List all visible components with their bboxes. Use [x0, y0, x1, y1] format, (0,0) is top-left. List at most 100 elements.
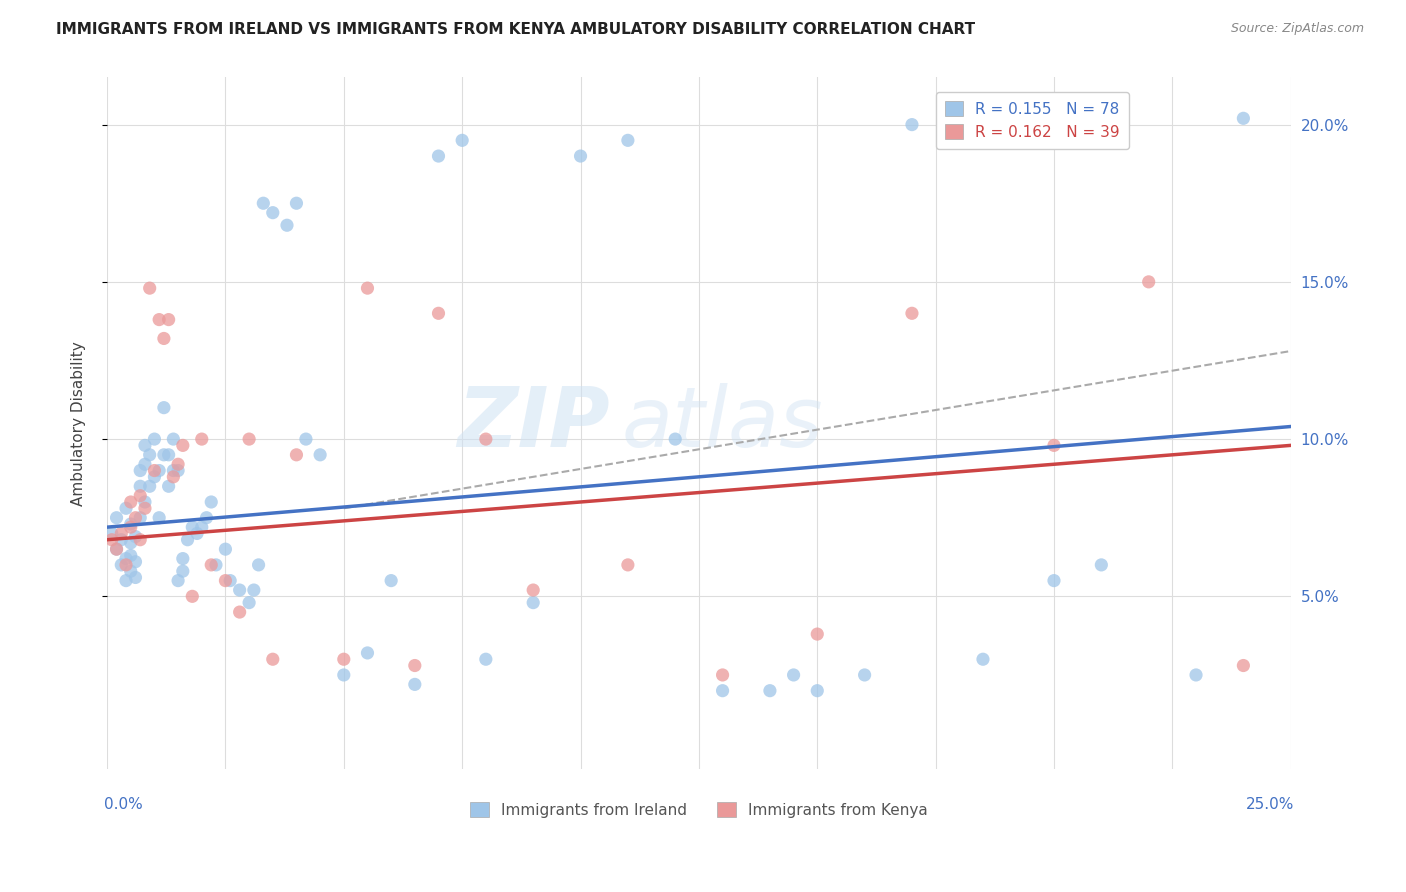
Point [214, 542, 236, 557]
Point [101, 526, 124, 541]
Point [157, 312, 180, 326]
Point [200, 495, 222, 509]
Point [252, 196, 274, 211]
Point [115, 558, 138, 572]
Point [110, 558, 132, 572]
Point [569, 149, 592, 163]
Point [148, 312, 170, 326]
Point [157, 479, 180, 493]
Text: 25.0%: 25.0% [1246, 797, 1295, 812]
Point [153, 401, 176, 415]
Point [138, 479, 160, 493]
Point [238, 596, 260, 610]
Point [475, 432, 498, 446]
Point [172, 438, 194, 452]
Point [153, 448, 176, 462]
Point [309, 448, 332, 462]
Point [451, 133, 474, 147]
Point [134, 495, 156, 509]
Point [247, 558, 270, 572]
Point [380, 574, 402, 588]
Point [972, 652, 994, 666]
Point [356, 646, 378, 660]
Point [181, 590, 204, 604]
Point [427, 149, 450, 163]
Text: IMMIGRANTS FROM IRELAND VS IMMIGRANTS FROM KENYA AMBULATORY DISABILITY CORRELATI: IMMIGRANTS FROM IRELAND VS IMMIGRANTS FR… [56, 22, 976, 37]
Point [238, 432, 260, 446]
Point [124, 510, 146, 524]
Point [711, 668, 734, 682]
Text: 0.0%: 0.0% [104, 797, 142, 812]
Point [285, 448, 308, 462]
Legend: Immigrants from Ireland, Immigrants from Kenya: Immigrants from Ireland, Immigrants from… [464, 797, 934, 824]
Point [115, 501, 138, 516]
Point [295, 432, 318, 446]
Point [333, 668, 356, 682]
Point [475, 652, 498, 666]
Point [148, 464, 170, 478]
Point [129, 510, 152, 524]
Point [134, 438, 156, 452]
Point [129, 479, 152, 493]
Point [262, 205, 284, 219]
Point [228, 582, 250, 597]
Point [143, 432, 166, 446]
Point [214, 574, 236, 588]
Point [901, 118, 924, 132]
Point [285, 196, 308, 211]
Point [333, 652, 356, 666]
Point [124, 530, 146, 544]
Point [167, 464, 190, 478]
Point [522, 582, 544, 597]
Point [110, 533, 132, 547]
Point [153, 331, 176, 345]
Point [200, 558, 222, 572]
Point [1043, 574, 1066, 588]
Point [162, 470, 184, 484]
Point [167, 457, 190, 471]
Point [120, 516, 142, 531]
Point [186, 526, 208, 541]
Point [617, 133, 640, 147]
Point [138, 448, 160, 462]
Point [1043, 438, 1066, 452]
Point [120, 536, 142, 550]
Point [181, 520, 204, 534]
Point [120, 564, 142, 578]
Point [143, 470, 166, 484]
Point [176, 533, 198, 547]
Point [157, 448, 180, 462]
Point [195, 510, 218, 524]
Point [404, 677, 426, 691]
Point [427, 306, 450, 320]
Point [167, 574, 190, 588]
Point [120, 520, 142, 534]
Point [162, 432, 184, 446]
Point [356, 281, 378, 295]
Point [759, 683, 782, 698]
Point [120, 549, 142, 563]
Point [143, 464, 166, 478]
Point [205, 558, 228, 572]
Point [101, 533, 124, 547]
Point [105, 510, 128, 524]
Point [172, 564, 194, 578]
Text: ZIP: ZIP [457, 383, 610, 464]
Point [806, 683, 828, 698]
Point [1232, 658, 1254, 673]
Point [191, 432, 214, 446]
Point [110, 526, 132, 541]
Point [124, 555, 146, 569]
Y-axis label: Ambulatory Disability: Ambulatory Disability [72, 341, 86, 506]
Point [664, 432, 686, 446]
Point [115, 574, 138, 588]
Point [1185, 668, 1208, 682]
Point [262, 652, 284, 666]
Point [120, 495, 142, 509]
Text: atlas: atlas [621, 383, 824, 464]
Point [782, 668, 804, 682]
Point [853, 668, 876, 682]
Point [711, 683, 734, 698]
Point [115, 551, 138, 566]
Point [172, 551, 194, 566]
